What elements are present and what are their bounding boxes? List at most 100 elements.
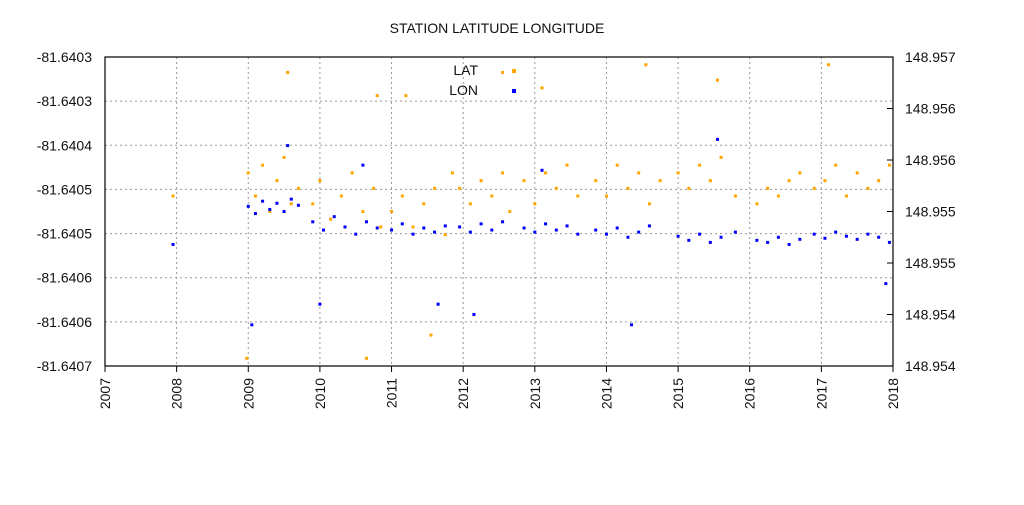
- point-lon: [321, 228, 325, 232]
- x-tick-label: 2009: [240, 378, 256, 409]
- point-lat: [812, 186, 816, 190]
- point-lon: [647, 224, 651, 228]
- point-lon: [626, 235, 630, 239]
- point-lat: [422, 202, 426, 206]
- point-lat: [246, 171, 250, 175]
- point-lon: [253, 212, 257, 216]
- y-left-tick-label: -81.6404: [37, 137, 92, 153]
- point-lon: [855, 237, 859, 241]
- point-lat: [311, 202, 315, 206]
- point-lat: [282, 155, 286, 159]
- point-lat: [594, 179, 598, 183]
- point-lon: [468, 230, 472, 234]
- point-lat: [647, 202, 651, 206]
- point-lat: [479, 179, 483, 183]
- point-lat: [261, 163, 265, 167]
- point-lat: [468, 202, 472, 206]
- point-lat: [787, 179, 791, 183]
- point-lat: [329, 217, 333, 221]
- point-lat: [296, 186, 300, 190]
- grid: [105, 57, 893, 366]
- point-lon: [250, 323, 254, 327]
- point-lon: [708, 240, 712, 244]
- y-left-tick-label: -81.6405: [37, 226, 92, 242]
- point-lon: [544, 222, 548, 226]
- point-lon: [268, 207, 272, 211]
- data-points: [171, 63, 891, 360]
- point-lon: [823, 236, 827, 240]
- y-axis-left: -81.6403 -81.6403 -81.6404 -81.6405 -81.6405…: [37, 49, 92, 374]
- point-lat: [866, 186, 870, 190]
- point-lon: [501, 220, 505, 224]
- x-tick-label: 2014: [598, 378, 614, 409]
- point-lat: [275, 179, 279, 183]
- point-lon: [576, 232, 580, 236]
- point-lon: [361, 163, 365, 167]
- point-lon: [719, 235, 723, 239]
- y-left-tick-label: -81.6403: [37, 93, 92, 109]
- point-lat: [626, 186, 630, 190]
- point-lon: [812, 232, 816, 236]
- legend-marker-lat: [512, 69, 516, 73]
- point-lat: [887, 163, 891, 167]
- point-lat: [450, 171, 454, 175]
- point-lon: [676, 234, 680, 238]
- x-axis: 2007 2008 2009 2010 2011 2012 2013 2014 2015 2016…: [97, 366, 901, 409]
- x-tick-label: 2017: [813, 378, 829, 409]
- point-lat: [823, 179, 827, 183]
- x-tick-label: 2012: [455, 378, 471, 409]
- point-lon: [733, 230, 737, 234]
- point-lon: [630, 323, 634, 327]
- legend-label-lat: LAT: [453, 62, 478, 78]
- point-lat: [268, 210, 272, 213]
- x-tick-label: 2010: [312, 378, 328, 409]
- point-lat: [375, 94, 379, 98]
- point-lat: [637, 171, 641, 175]
- point-lon: [472, 313, 476, 316]
- chart-title: STATION LATITUDE LONGITUDE: [390, 20, 605, 36]
- point-lon: [479, 222, 483, 226]
- point-lon: [776, 235, 780, 239]
- point-lat: [544, 171, 548, 175]
- point-lat: [522, 179, 526, 183]
- point-lon: [594, 228, 598, 232]
- point-lat: [361, 210, 365, 213]
- point-lon: [844, 234, 848, 238]
- point-lat: [834, 163, 838, 167]
- point-lon: [604, 232, 608, 236]
- point-lon: [533, 230, 537, 234]
- point-lat: [289, 202, 293, 206]
- point-lat: [540, 86, 544, 90]
- point-lat: [798, 171, 802, 175]
- point-lat: [318, 179, 322, 183]
- point-lon: [834, 230, 838, 234]
- point-lat: [379, 225, 383, 229]
- point-lon: [884, 282, 888, 286]
- point-lat: [604, 194, 608, 198]
- y-right-tick-label: 148.955: [905, 204, 956, 220]
- point-lat: [350, 171, 354, 175]
- point-lat: [286, 70, 290, 74]
- point-lon: [522, 226, 526, 230]
- point-lon: [433, 230, 437, 234]
- point-lat: [490, 194, 494, 198]
- point-lat: [443, 233, 447, 237]
- point-lon: [540, 168, 544, 172]
- point-lat: [776, 194, 780, 198]
- legend-label-lon: LON: [449, 82, 478, 98]
- point-lat: [429, 333, 433, 337]
- point-lon: [687, 238, 691, 242]
- point-lat: [687, 186, 691, 190]
- point-lon: [390, 228, 394, 232]
- point-lat: [458, 186, 462, 190]
- y-right-tick-label: 148.957: [905, 49, 956, 65]
- y-right-tick-label: 148.956: [905, 152, 956, 168]
- y-left-tick-label: -81.6407: [37, 358, 92, 374]
- point-lon: [458, 225, 462, 229]
- y-left-tick-label: -81.6403: [37, 49, 92, 65]
- point-lat: [733, 194, 737, 198]
- legend: LAT LON: [449, 62, 516, 98]
- point-lon: [364, 220, 368, 224]
- point-lon: [286, 144, 290, 148]
